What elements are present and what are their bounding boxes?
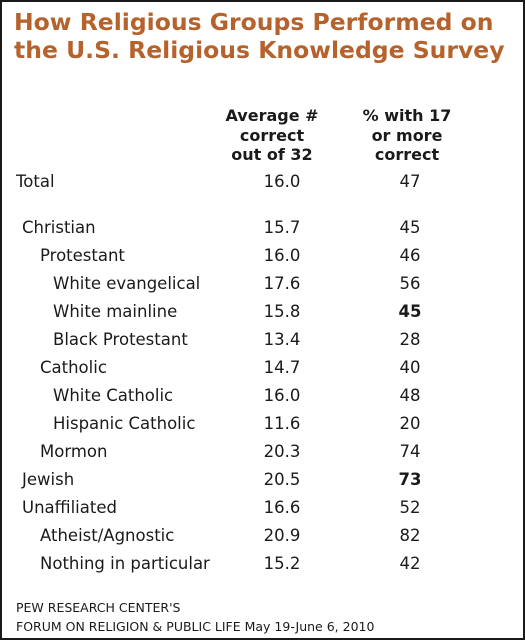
column-header-line: % with 17	[362, 106, 452, 125]
percent-17-plus-value: 40	[399, 358, 421, 377]
table-row: Unaffiliated 16.6 52	[2, 494, 523, 522]
row-label: Mormon	[40, 442, 108, 461]
percent-17-plus-value: 52	[399, 498, 421, 517]
row-label: Jewish	[22, 470, 75, 489]
row-label: Hispanic Catholic	[53, 414, 196, 433]
percent-17-plus-value: 42	[399, 554, 421, 573]
column-header-line: out of 32	[231, 145, 313, 164]
chart-title: How Religious Groups Performed on the U.…	[14, 8, 505, 64]
source-line: FORUM ON RELIGION & PUBLIC LIFE May 19-J…	[16, 619, 375, 634]
row-label: Total	[16, 172, 55, 191]
average-correct-value: 14.7	[263, 358, 301, 377]
row-label: Protestant	[40, 246, 125, 265]
source-line: PEW RESEARCH CENTER'S	[16, 600, 181, 615]
column-header-line: correct	[374, 145, 440, 164]
table-row: White Catholic 16.0 48	[2, 382, 523, 410]
row-label: Unaffiliated	[22, 498, 117, 517]
average-correct-value: 13.4	[263, 330, 301, 349]
percent-17-plus-value: 45	[398, 302, 422, 321]
row-label: White Catholic	[53, 386, 174, 405]
percent-17-plus-value: 47	[399, 172, 421, 191]
table-row: Jewish 20.5 73	[2, 466, 523, 494]
percent-17-plus-value: 48	[399, 386, 421, 405]
percent-17-plus-value: 73	[398, 470, 422, 489]
table-row: Atheist/Agnostic 20.9 82	[2, 522, 523, 550]
table-row: Christian 15.7 45	[2, 214, 523, 242]
percent-17-plus-value: 45	[399, 218, 421, 237]
average-correct-value: 16.6	[263, 498, 301, 517]
average-correct-value: 16.0	[263, 172, 301, 191]
average-correct-value: 20.5	[263, 470, 301, 489]
table-row: Protestant 16.0 46	[2, 242, 523, 270]
percent-17-plus-value: 20	[399, 414, 421, 433]
row-label: Catholic	[40, 358, 107, 377]
column-header-line: correct	[239, 125, 305, 145]
average-correct-value: 16.0	[263, 386, 301, 405]
column-header-line: or more	[371, 125, 443, 145]
average-correct-value: 20.9	[263, 526, 301, 545]
percent-17-plus-value: 56	[399, 274, 421, 293]
column-header-percent-17-plus: % with 17 or more correct	[347, 106, 467, 165]
row-label: White evangelical	[53, 274, 201, 293]
table-row: Hispanic Catholic 11.6 20	[2, 410, 523, 438]
column-header-line: Average #	[225, 106, 319, 125]
column-header-average-correct: Average # correct out of 32	[207, 106, 337, 165]
percent-17-plus-value: 28	[399, 330, 421, 349]
average-correct-value: 15.2	[263, 554, 301, 573]
percent-17-plus-value: 82	[399, 526, 421, 545]
table-row: Nothing in particular 15.2 42	[2, 550, 523, 578]
table-row: Catholic 14.7 40	[2, 354, 523, 382]
average-correct-value: 15.8	[263, 302, 301, 321]
average-correct-value: 17.6	[263, 274, 301, 293]
average-correct-value: 15.7	[263, 218, 301, 237]
table-row: Black Protestant 13.4 28	[2, 326, 523, 354]
row-label: Christian	[22, 218, 96, 237]
percent-17-plus-value: 74	[399, 442, 421, 461]
row-label: Black Protestant	[53, 330, 188, 349]
average-correct-value: 20.3	[263, 442, 301, 461]
table-row: White mainline 15.8 45	[2, 298, 523, 326]
table-row: Total 16.0 47	[2, 168, 523, 196]
table-row: White evangelical 17.6 56	[2, 270, 523, 298]
table-row: Mormon 20.3 74	[2, 438, 523, 466]
source-note: PEW RESEARCH CENTER'S FORUM ON RELIGION …	[16, 598, 374, 636]
row-label: Nothing in particular	[40, 554, 210, 573]
row-label: White mainline	[53, 302, 178, 321]
average-correct-value: 16.0	[263, 246, 301, 265]
average-correct-value: 11.6	[263, 414, 301, 433]
row-label: Atheist/Agnostic	[40, 526, 175, 545]
percent-17-plus-value: 46	[399, 246, 421, 265]
